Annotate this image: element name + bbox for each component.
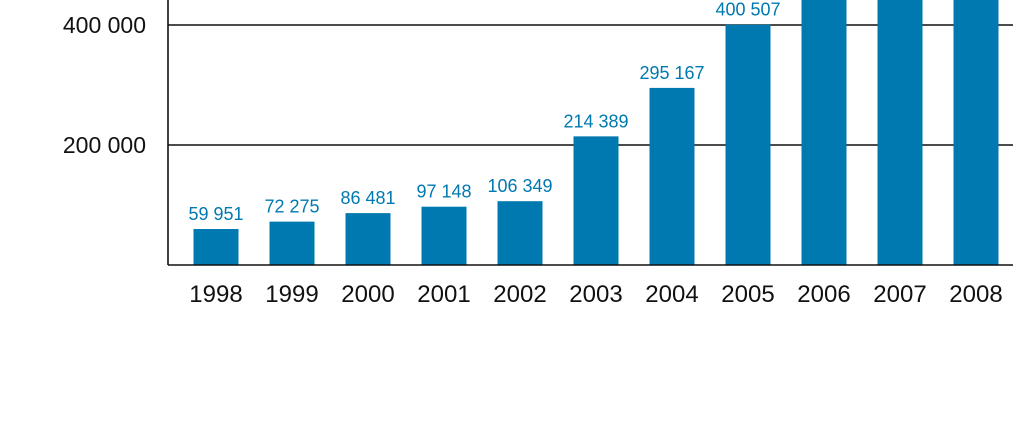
data-label-2000: 86 481 (340, 188, 395, 208)
bar-1998 (193, 229, 239, 265)
x-tick-label-2007: 2007 (873, 281, 926, 308)
x-tick-label-1998: 1998 (189, 281, 242, 308)
data-label-2005: 400 507 (715, 0, 780, 20)
y-tick-label: 200 000 (63, 132, 146, 158)
bar-2002 (497, 201, 543, 265)
data-label-1998: 59 951 (188, 204, 243, 224)
y-tick-labels: 200 000 400 000 (63, 12, 146, 158)
x-tick-label-2002: 2002 (493, 281, 546, 308)
data-label-2004: 295 167 (639, 63, 704, 83)
bar-2005 (725, 24, 771, 265)
x-tick-label-2001: 2001 (417, 281, 470, 308)
x-tick-label-2006: 2006 (797, 281, 850, 308)
data-label-2001: 97 148 (416, 182, 471, 202)
x-tick-labels: 1998 1999 2000 2001 2002 2003 2004 2005 2006 2007… (189, 281, 1002, 308)
x-tick-label-2003: 2003 (569, 281, 622, 308)
x-tick-label-2000: 2000 (341, 281, 394, 308)
bar-2004 (649, 87, 695, 265)
axes (167, 0, 1013, 266)
x-tick-label-2004: 2004 (645, 281, 698, 308)
data-label-2002: 106 349 (487, 176, 552, 196)
data-label-1999: 72 275 (264, 197, 319, 217)
bar-2003 (573, 136, 619, 265)
bar-2000 (345, 213, 391, 265)
bar-2006 (801, 0, 847, 265)
bar-2008 (953, 0, 999, 265)
y-tick-label: 400 000 (63, 12, 146, 38)
x-tick-label-2008: 2008 (949, 281, 1002, 308)
data-label-2003: 214 389 (563, 111, 628, 131)
bars (193, 0, 999, 265)
x-tick-label-1999: 1999 (265, 281, 318, 308)
data-labels: 59 951 72 275 86 481 97 148 106 349 214 389 29… (188, 0, 780, 224)
bar-2001 (421, 206, 467, 265)
bar-1999 (269, 221, 315, 265)
x-tick-label-2005: 2005 (721, 281, 774, 308)
bar-2007 (877, 0, 923, 265)
